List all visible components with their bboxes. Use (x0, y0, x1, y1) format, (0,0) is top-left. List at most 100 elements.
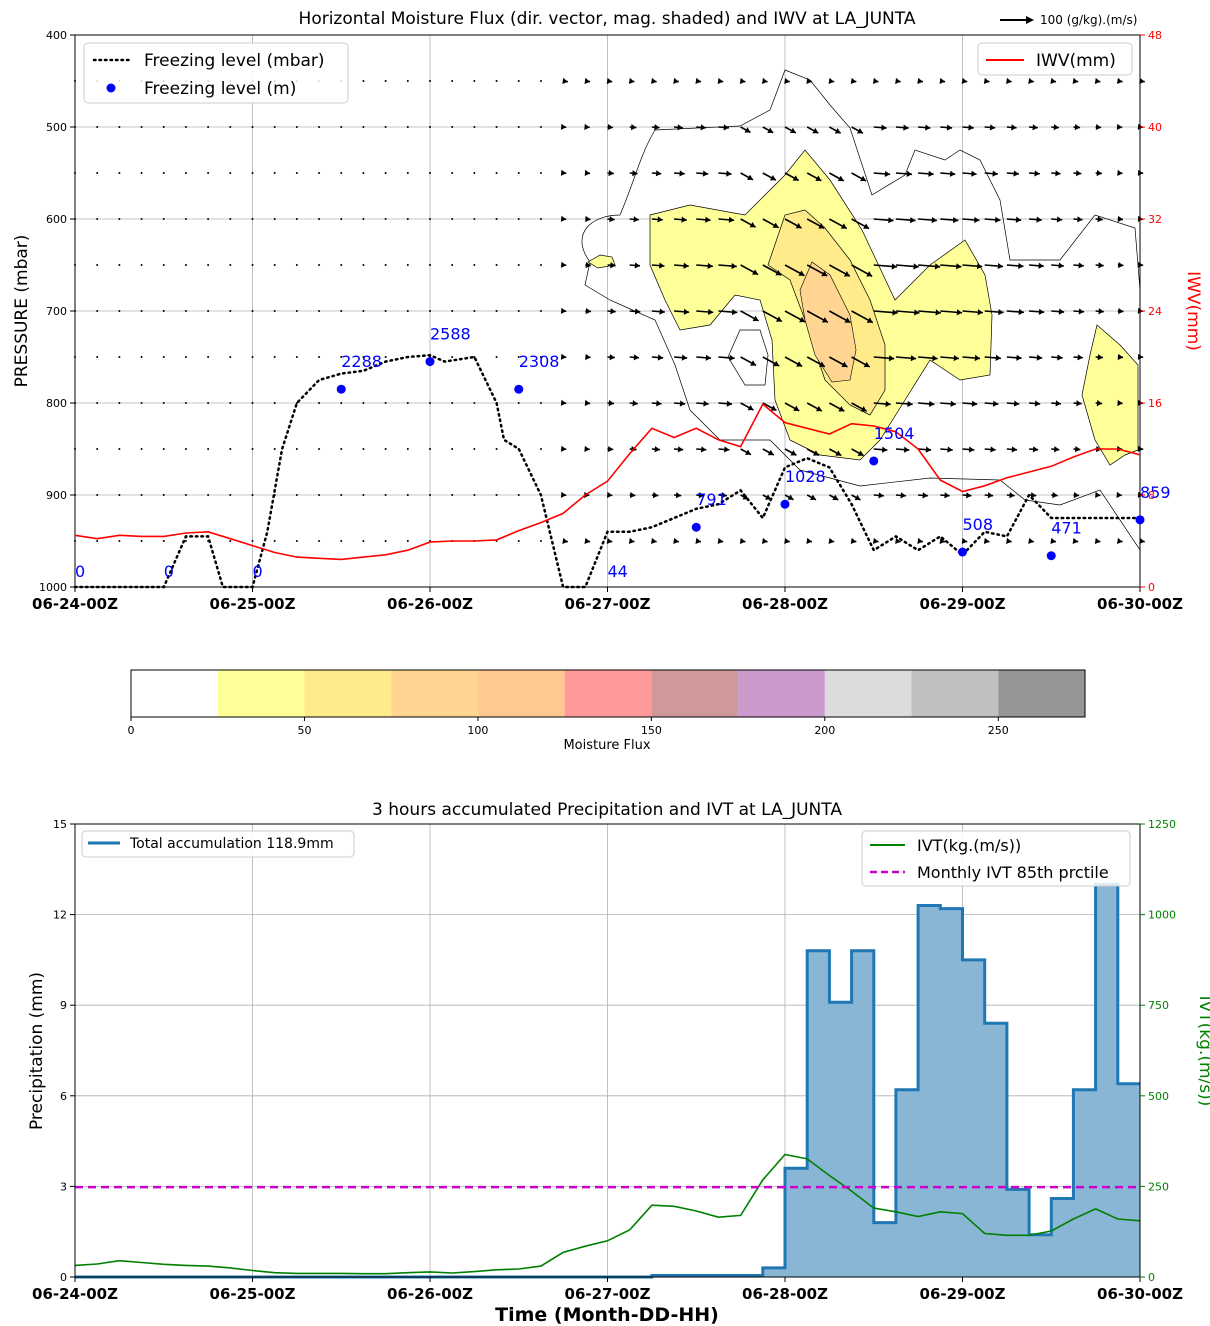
flux-vector-head (866, 317, 873, 323)
flux-vector-head (560, 215, 567, 222)
flux-vector-head (892, 309, 898, 316)
flux-vector-head (1117, 169, 1123, 177)
top-y2tick-label: 8 (1148, 489, 1155, 502)
flux-vector-head (850, 537, 857, 545)
flux-vector-head (606, 537, 613, 545)
flux-vector-head (1058, 262, 1064, 269)
flux-vector-head (860, 406, 867, 412)
moisture-flux-contours (581, 69, 1141, 552)
flux-vector-head (935, 309, 941, 316)
flux-vector-dot (451, 218, 454, 220)
freezing-level-point (336, 384, 346, 394)
flux-vector-dot (207, 494, 210, 496)
flux-vector-head (895, 537, 901, 545)
flux-vector-head (729, 354, 735, 361)
flux-vector-dot (251, 310, 254, 312)
flux-vector-head (701, 446, 707, 453)
vector-key-label: 100 (g/kg).(m/s) (1040, 13, 1137, 27)
freezing-level-point (1046, 551, 1056, 561)
flux-vector-head (1055, 170, 1061, 177)
flux-vector-head (1076, 400, 1082, 407)
flux-vector-dot (362, 172, 365, 174)
flux-vector-head (806, 537, 812, 545)
legend-freezing-mbar: Freezing level (mbar) (144, 51, 325, 71)
flux-vector-dot (162, 356, 165, 358)
flux-vector-head (769, 175, 776, 181)
flux-vector-head (888, 355, 895, 362)
flux-vector-dot (207, 402, 210, 404)
flux-vector-dot (251, 218, 254, 220)
legend-ivt-85th: Monthly IVT 85th prctile (917, 863, 1109, 882)
flux-vector-head (1036, 354, 1043, 361)
legend-iwv: IWV(mm) (1036, 51, 1116, 71)
flux-vector-head (770, 405, 777, 411)
flux-vector-dot (96, 402, 99, 404)
top-y2-ticks: 0 8 16 24 32 40 48 (1140, 29, 1162, 594)
flux-vector-head (885, 400, 891, 408)
flux-vector-head (910, 355, 917, 362)
flux-vector-head (560, 399, 567, 406)
bottom-ytick-label: 3 (60, 1180, 67, 1193)
flux-vector-head (932, 355, 938, 362)
flux-vector-dot (229, 172, 232, 174)
flux-vector-dot (473, 264, 476, 266)
flux-vector-head (681, 216, 687, 223)
flux-vector-head (1055, 400, 1061, 407)
flux-vector-head (1009, 492, 1015, 499)
flux-vector-dot (318, 356, 321, 358)
flux-vector-dot (318, 264, 321, 266)
bottom-ytick-label: 9 (60, 999, 67, 1012)
flux-vector-dot (495, 448, 498, 450)
top-ylabel: PRESSURE (mbar) (12, 235, 32, 388)
flux-vector-dot (96, 172, 99, 174)
flux-vector-dot (207, 264, 210, 266)
flux-vector-dot (517, 264, 520, 266)
freezing-level-label: 859 (1140, 483, 1171, 502)
flux-vector-head (673, 537, 679, 545)
flux-vector-dot (340, 126, 343, 128)
top-xtick-label: 06-24-00Z (32, 595, 118, 613)
flux-vector-head (609, 354, 615, 361)
colorbar-label: Moisture Flux (563, 738, 650, 753)
top-series: 0 0 0 2288 2588 2308 44 791 1028 1504 508 471 859 (73, 325, 1171, 589)
flux-vector-dot (340, 494, 343, 496)
flux-vector-dot (251, 540, 254, 542)
flux-vector-head (767, 449, 774, 456)
flux-vector-dot (140, 356, 143, 358)
flux-vector-head (585, 261, 591, 269)
flux-vector-head (1075, 170, 1082, 177)
flux-vector-head (881, 124, 887, 131)
flux-vector-head (700, 124, 706, 131)
bottom-ytick-label: 15 (53, 818, 67, 831)
flux-vector-head (872, 77, 879, 85)
bottom-ylabel: Precipitation (mm) (27, 972, 47, 1130)
flux-vector-dot (473, 218, 476, 220)
flux-vector-head (818, 361, 825, 367)
flux-vector-head (1118, 261, 1124, 269)
flux-vector-dot (495, 494, 498, 496)
flux-vector-dot (251, 172, 254, 174)
flux-vector-head (983, 537, 990, 545)
flux-vector-head (968, 124, 974, 131)
flux-vector-head (1052, 492, 1058, 499)
flux-vector-head (977, 309, 983, 316)
flux-vector-dot (517, 540, 520, 542)
flux-vector-head (633, 354, 640, 361)
flux-vector-head (953, 355, 959, 362)
flux-vector-head (917, 537, 923, 545)
flux-vector-head (585, 307, 592, 315)
flux-vector-head (584, 77, 591, 85)
flux-vector-head (606, 491, 613, 499)
colorbar-bin (391, 670, 478, 717)
flux-vector-head (731, 262, 737, 270)
flux-vector-dot (118, 356, 121, 358)
flux-vector-head (828, 77, 835, 85)
flux-vector-head (1036, 216, 1042, 223)
bottom-ytick-label: 12 (53, 909, 67, 922)
flux-vector-dot (140, 264, 143, 266)
flux-vector-head (683, 262, 689, 269)
flux-vector-head (1118, 307, 1124, 315)
flux-vector-head (792, 175, 799, 181)
colorbar-bin (304, 670, 392, 717)
flux-vector-head (607, 123, 614, 131)
